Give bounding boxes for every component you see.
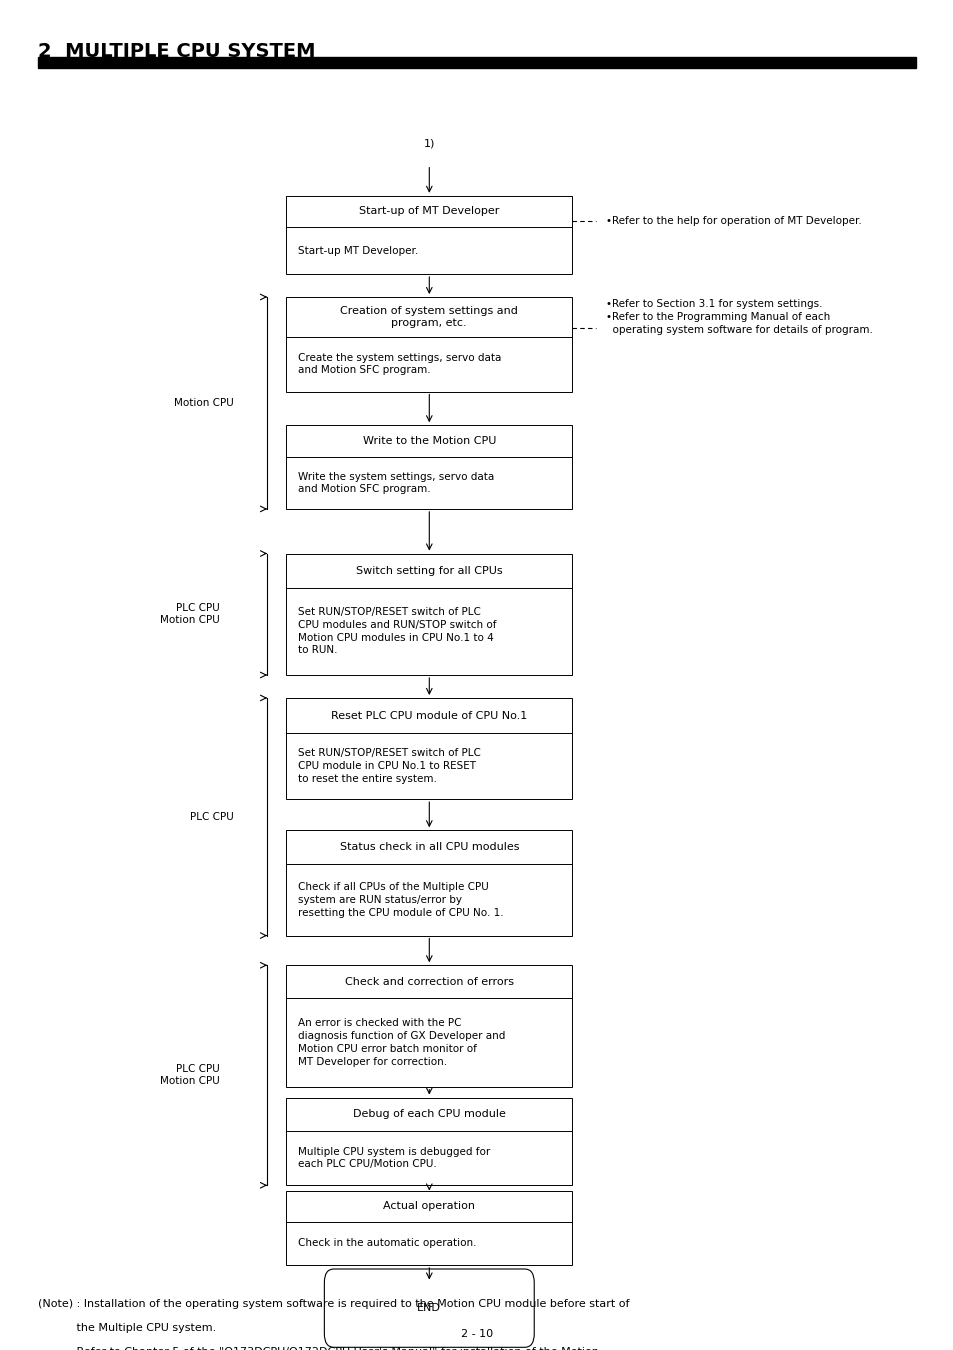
Text: Switch setting for all CPUs: Switch setting for all CPUs (355, 566, 502, 575)
Bar (286, 425, 572, 458)
Text: Multiple CPU system is debugged for
each PLC CPU/Motion CPU.: Multiple CPU system is debugged for each… (297, 1146, 490, 1169)
Bar (286, 1098, 572, 1185)
Text: 1): 1) (423, 139, 435, 148)
Text: 2  MULTIPLE CPU SYSTEM: 2 MULTIPLE CPU SYSTEM (38, 42, 315, 61)
Text: END: END (416, 1303, 441, 1314)
Bar (286, 1098, 572, 1131)
Bar (286, 554, 572, 675)
Text: 2 - 10: 2 - 10 (460, 1328, 493, 1339)
Text: •Refer to Section 3.1 for system settings.
•Refer to the Programming Manual of e: •Refer to Section 3.1 for system setting… (605, 300, 872, 335)
Bar (286, 297, 572, 336)
Bar (286, 965, 572, 998)
Text: •Refer to the help for operation of MT Developer.: •Refer to the help for operation of MT D… (605, 216, 861, 227)
Text: Reset PLC CPU module of CPU No.1: Reset PLC CPU module of CPU No.1 (331, 710, 527, 721)
Text: Refer to Chapter 5 of the "Q173DCPU/Q172DCPU User's Manual" for installation of : Refer to Chapter 5 of the "Q173DCPU/Q172… (38, 1347, 598, 1350)
Text: Create the system settings, servo data
and Motion SFC program.: Create the system settings, servo data a… (297, 352, 500, 375)
Bar (286, 425, 572, 509)
Text: Creation of system settings and
program, etc.: Creation of system settings and program,… (340, 306, 517, 328)
Text: Set RUN/STOP/RESET switch of PLC
CPU module in CPU No.1 to RESET
to reset the en: Set RUN/STOP/RESET switch of PLC CPU mod… (297, 748, 480, 784)
Text: Check and correction of errors: Check and correction of errors (344, 976, 514, 987)
Bar (286, 1191, 572, 1222)
Bar (286, 698, 572, 799)
Bar (286, 196, 572, 227)
Text: Check in the automatic operation.: Check in the automatic operation. (297, 1238, 476, 1249)
Bar (286, 698, 572, 733)
Text: PLC CPU
Motion CPU: PLC CPU Motion CPU (159, 603, 219, 625)
Text: Start-up MT Developer.: Start-up MT Developer. (297, 246, 417, 255)
Text: Actual operation: Actual operation (383, 1202, 475, 1211)
Bar (286, 830, 572, 864)
Text: Debug of each CPU module: Debug of each CPU module (353, 1110, 505, 1119)
Text: Write to the Motion CPU: Write to the Motion CPU (362, 436, 496, 446)
Bar (286, 965, 572, 1087)
Bar (286, 1191, 572, 1265)
Text: Set RUN/STOP/RESET switch of PLC
CPU modules and RUN/STOP switch of
Motion CPU m: Set RUN/STOP/RESET switch of PLC CPU mod… (297, 608, 496, 656)
Bar (38, 57, 915, 68)
Bar (286, 297, 572, 392)
FancyBboxPatch shape (324, 1269, 534, 1347)
Text: Start-up of MT Developer: Start-up of MT Developer (358, 207, 499, 216)
Text: the Multiple CPU system.: the Multiple CPU system. (38, 1323, 216, 1332)
Text: An error is checked with the PC
diagnosis function of GX Developer and
Motion CP: An error is checked with the PC diagnosi… (297, 1018, 504, 1066)
Bar (286, 830, 572, 936)
Text: Motion CPU: Motion CPU (173, 398, 233, 408)
Bar (286, 196, 572, 274)
Text: (Note) : Installation of the operating system software is required to the Motion: (Note) : Installation of the operating s… (38, 1299, 629, 1308)
Text: PLC CPU
Motion CPU: PLC CPU Motion CPU (159, 1064, 219, 1087)
Bar (286, 554, 572, 587)
Text: Check if all CPUs of the Multiple CPU
system are RUN status/error by
resetting t: Check if all CPUs of the Multiple CPU sy… (297, 882, 503, 918)
Text: Write the system settings, servo data
and Motion SFC program.: Write the system settings, servo data an… (297, 471, 494, 494)
Text: PLC CPU: PLC CPU (190, 811, 233, 822)
Text: Status check in all CPU modules: Status check in all CPU modules (339, 842, 518, 852)
